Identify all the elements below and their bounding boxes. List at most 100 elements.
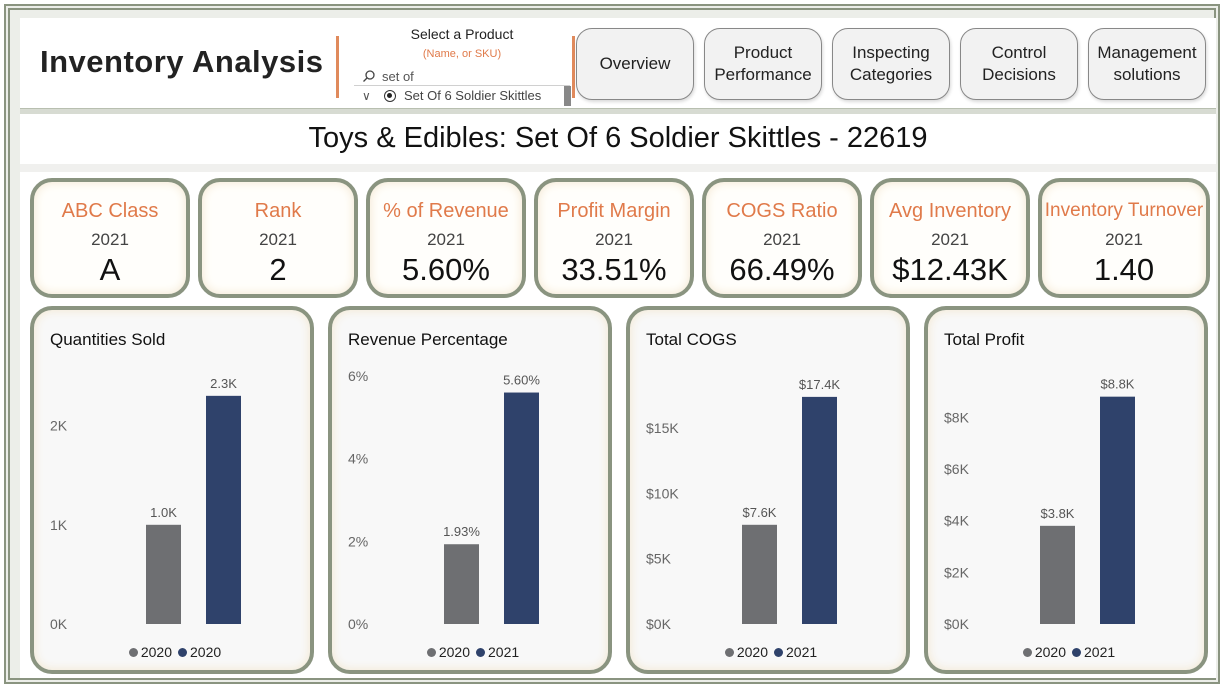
selector-divider	[572, 36, 575, 98]
kpi-card-rank: Rank 2021 2	[198, 178, 358, 298]
nav-management-solutions-button[interactable]: Management solutions	[1088, 28, 1206, 100]
kpi-value: 5.60%	[402, 252, 490, 287]
y-tick-label: $0K	[944, 616, 970, 632]
chart-card-total-profit: Total Profit $0K $2K $4K $6K $8K $3.8K $8.8K 20…	[924, 306, 1208, 674]
bar-chart: $0K $5K $10K $15K $7.6K $17.4K	[646, 377, 841, 632]
bar-2021[interactable]	[206, 395, 241, 624]
bar-2020[interactable]	[742, 524, 777, 624]
data-label: 2.3K	[210, 376, 237, 391]
kpi-year: 2021	[427, 230, 465, 249]
kpi-year: 2021	[91, 230, 129, 249]
data-label: $8.8K	[1101, 377, 1135, 392]
kpi-value: $12.43K	[892, 252, 1008, 287]
kpi-value: A	[99, 252, 121, 287]
kpi-value: 2	[269, 252, 287, 287]
legend-swatch	[1072, 648, 1081, 657]
legend-label: 2020	[438, 644, 470, 660]
y-tick-label: 0K	[50, 616, 68, 632]
legend-label: 2021	[488, 644, 520, 660]
header-divider-band	[20, 108, 1216, 114]
y-tick-label: $15K	[646, 420, 679, 436]
kpi-year: 2021	[931, 230, 969, 249]
nav-inspecting-categories-button[interactable]: Inspecting Categories	[832, 28, 950, 100]
kpi-label: Inventory Turnover	[1044, 200, 1204, 221]
legend-swatch	[476, 648, 485, 657]
legend-swatch	[426, 648, 436, 657]
kpi-label: Avg Inventory	[889, 200, 1011, 222]
y-tick-label: $10K	[646, 485, 679, 501]
data-label: $3.8K	[1041, 506, 1075, 521]
nav-overview-button[interactable]: Overview	[576, 28, 694, 100]
kpi-card-profit-margin: Profit Margin 2021 33.51%	[534, 178, 694, 298]
bar-2021[interactable]	[1100, 396, 1135, 624]
kpi-card-revenue-share: % of Revenue 2021 5.60%	[366, 178, 526, 298]
data-label: $7.6K	[743, 505, 777, 520]
data-label: $17.4K	[799, 377, 841, 392]
y-tick-label: $0K	[646, 616, 672, 632]
header: Inventory Analysis Select a Product (Nam…	[20, 18, 1216, 106]
kpi-value: 66.49%	[729, 252, 835, 287]
chart-legend: 2020 2021	[630, 644, 906, 660]
kpi-card-abc-class: ABC Class 2021 A	[30, 178, 190, 298]
kpi-label: % of Revenue	[383, 200, 509, 222]
product-search-input[interactable]	[382, 67, 562, 85]
y-tick-label: 1K	[50, 517, 68, 533]
legend-label: 2020	[140, 644, 172, 660]
kpi-card-avg-inventory: Avg Inventory 2021 $12.43K	[870, 178, 1030, 298]
y-tick-label: 2K	[50, 418, 68, 434]
bar-chart: $0K $2K $4K $6K $8K $3.8K $8.8K	[944, 377, 1135, 632]
product-selector-subtitle: (Name, or SKU)	[422, 48, 502, 60]
legend-label: 2021	[786, 644, 818, 660]
bar-2020[interactable]	[444, 544, 479, 624]
bar-2020[interactable]	[146, 524, 181, 624]
y-tick-label: 6%	[348, 368, 368, 384]
legend-label: 2020	[736, 644, 768, 660]
bar-2020[interactable]	[1040, 525, 1075, 624]
chart-legend: 2020 2021	[332, 644, 608, 660]
kpi-year: 2021	[595, 230, 633, 249]
legend-swatch	[128, 648, 138, 657]
y-tick-label: $2K	[944, 564, 970, 580]
kpi-year: 2021	[763, 230, 801, 249]
title-divider-band	[20, 164, 1216, 172]
kpi-value: 33.51%	[561, 252, 667, 287]
y-tick-label: $5K	[646, 551, 672, 567]
y-tick-label: 2%	[348, 533, 368, 549]
nav-product-performance-button[interactable]: Product Performance	[704, 28, 822, 100]
chart-legend: 2020 2021	[928, 644, 1204, 660]
list-scrollbar[interactable]	[564, 86, 571, 106]
product-selector-title: Select a Product	[410, 26, 514, 42]
kpi-label: ABC Class	[61, 200, 159, 222]
kpi-label: COGS Ratio	[726, 200, 838, 222]
product-list-item-label: Set Of 6 Soldier Skittles	[404, 88, 542, 103]
bar-2021[interactable]	[802, 396, 837, 624]
legend-swatch	[178, 648, 187, 657]
legend-label: 2021	[1084, 644, 1116, 660]
bar-chart: 0K 1K 2K 1.0K 2.3K	[50, 376, 241, 632]
y-tick-label: $4K	[944, 513, 970, 529]
chart-title: Revenue Percentage	[348, 330, 508, 349]
search-icon	[363, 70, 375, 82]
legend-swatch	[774, 648, 783, 657]
kpi-label: Profit Margin	[557, 200, 671, 222]
chart-legend: 2020 2020	[34, 644, 310, 660]
chevron-down-icon[interactable]: ∨	[362, 89, 371, 103]
bar-chart: 0% 2% 4% 6% 1.93% 5.60%	[348, 368, 540, 632]
bar-2021[interactable]	[504, 392, 539, 624]
app-title: Inventory Analysis	[40, 44, 324, 79]
chart-card-quantities-sold: Quantities Sold 0K 1K 2K 1.0K 2.3K 2020 2020	[30, 306, 314, 674]
y-tick-label: 0%	[348, 616, 368, 632]
title-divider	[336, 36, 339, 98]
product-search-box[interactable]	[354, 66, 570, 86]
report-frame: Inventory Analysis Select a Product (Nam…	[4, 4, 1220, 684]
kpi-card-cogs-ratio: COGS Ratio 2021 66.49%	[702, 178, 862, 298]
kpi-year: 2021	[259, 230, 297, 249]
nav-control-decisions-button[interactable]: Control Decisions	[960, 28, 1078, 100]
radio-selected-icon[interactable]	[384, 90, 396, 102]
report-canvas: Inventory Analysis Select a Product (Nam…	[20, 18, 1216, 678]
chart-title: Quantities Sold	[50, 330, 166, 349]
chart-card-revenue-percentage: Revenue Percentage 0% 2% 4% 6% 1.93% 5.60% 202…	[328, 306, 612, 674]
product-list-item[interactable]: ∨ Set Of 6 Soldier Skittles	[354, 86, 571, 106]
kpi-value: 1.40	[1093, 252, 1155, 287]
chart-card-total-cogs: Total COGS $0K $5K $10K $15K $7.6K $17.4K 2020…	[626, 306, 910, 674]
